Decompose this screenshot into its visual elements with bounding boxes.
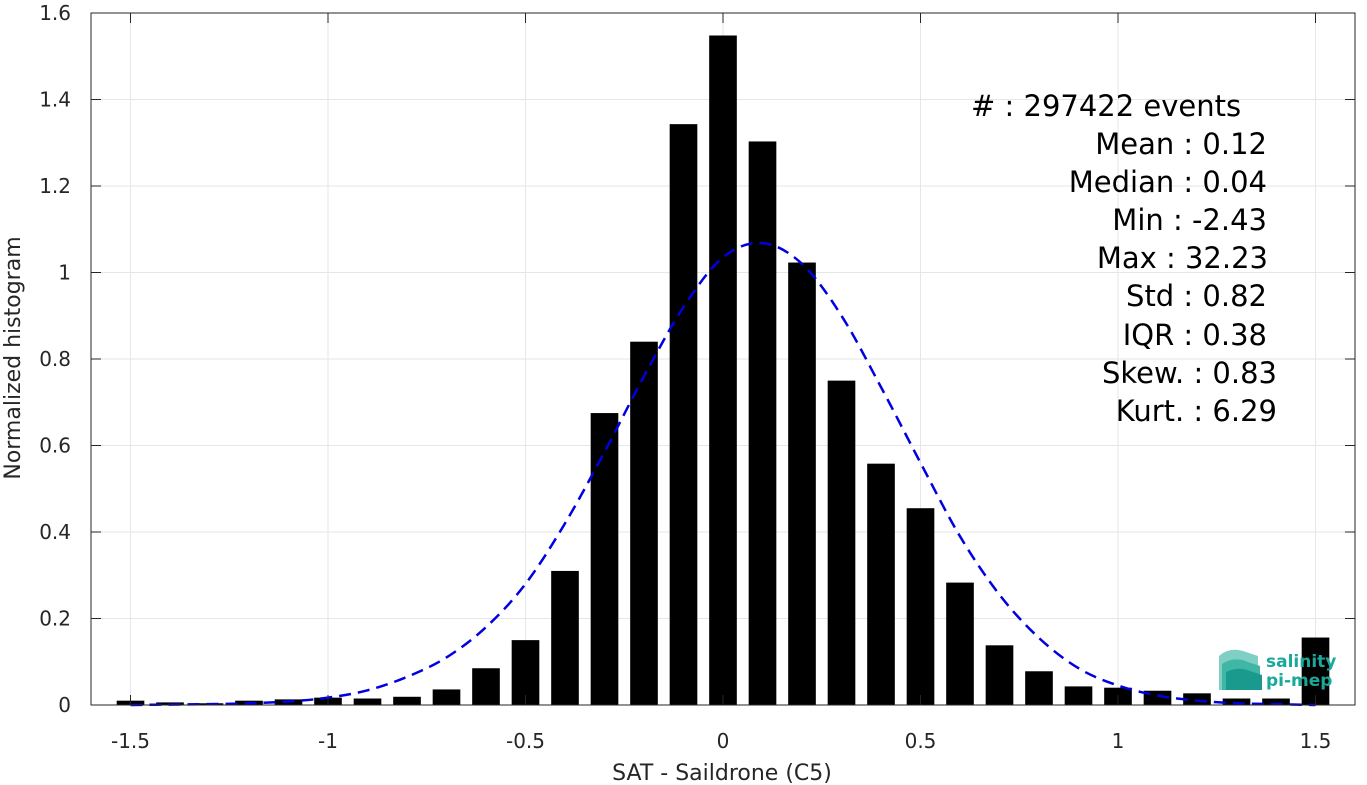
histogram-bar [1025, 671, 1053, 705]
stat-iqr: IQR : 0.38 [1123, 318, 1267, 352]
stat-skew: Skew. : 0.83 [1102, 356, 1277, 390]
y-tick-label: 0.8 [39, 347, 71, 371]
y-tick-label: 0.6 [39, 434, 71, 458]
histogram-bar [511, 640, 540, 705]
histogram-bar [1183, 693, 1211, 705]
x-axis-label: SAT - Saildrone (C5) [612, 761, 832, 785]
x-tick-label: 0 [717, 729, 730, 753]
stat-kurt: Kurt. : 6.29 [1116, 394, 1277, 428]
histogram-bar [985, 645, 1014, 705]
y-tick-label: 1 [58, 261, 71, 285]
histogram-bar [669, 124, 698, 706]
histogram-bar [630, 341, 658, 705]
histogram-bar [1262, 698, 1290, 705]
stat-events: # : 297422 events [971, 89, 1241, 123]
histogram-bar [1143, 690, 1172, 705]
histogram-bar [1064, 686, 1093, 705]
y-tick-label: 0.4 [39, 520, 71, 544]
statistics-annotations: # : 297422 events Mean : 0.12 Median : 0… [971, 89, 1277, 428]
y-tick-label: 0.2 [39, 607, 71, 631]
histogram-bar [551, 570, 579, 705]
x-tick-label: -1 [318, 729, 338, 753]
stat-std: Std : 0.82 [1126, 279, 1267, 313]
histogram-bar [393, 696, 421, 705]
y-tick-label: 1.6 [39, 1, 71, 25]
histogram-bar [590, 413, 619, 705]
y-tick-label: 1.2 [39, 174, 71, 198]
histogram-bar [1301, 637, 1330, 705]
normal-fit-curve [130, 241, 1316, 707]
histogram-bar [353, 698, 382, 705]
histogram-bar [472, 668, 500, 705]
logo-line1: salinity [1266, 652, 1336, 672]
stat-min: Min : -2.43 [1112, 203, 1267, 237]
histogram-bar [906, 508, 935, 705]
x-tick-label: 0.5 [905, 729, 937, 753]
histogram-bar [867, 463, 895, 705]
y-tick-label: 1.4 [39, 88, 71, 112]
stat-max: Max : 32.23 [1097, 241, 1268, 275]
y-axis-label: Normalized histogram [1, 236, 26, 479]
histogram-bars [116, 35, 1330, 706]
stat-median: Median : 0.04 [1069, 165, 1267, 199]
histogram-bar [1222, 698, 1251, 705]
y-axis-ticks: 0 0.2 0.4 0.6 0.8 1 1.2 1.4 1.6 [39, 1, 1355, 717]
x-tick-label: 1.5 [1300, 729, 1332, 753]
histogram-bar [748, 141, 777, 705]
histogram-bar [709, 35, 737, 706]
logo-line2: pi-mep [1266, 671, 1332, 691]
histogram-bar [827, 380, 856, 705]
salinity-pimep-logo: salinity pi-mep [1219, 649, 1336, 691]
histogram-bar [432, 689, 461, 705]
x-axis-ticks: -1.5 -1 -0.5 0 0.5 1 1.5 [111, 13, 1331, 753]
histogram-bar [788, 262, 816, 705]
x-tick-label: 1 [1112, 729, 1125, 753]
y-tick-label: 0 [58, 693, 71, 717]
x-tick-label: -1.5 [111, 729, 150, 753]
logo-mark-icon [1219, 649, 1262, 690]
x-tick-label: -0.5 [506, 729, 545, 753]
stat-mean: Mean : 0.12 [1095, 127, 1267, 161]
histogram-bar [946, 582, 974, 705]
